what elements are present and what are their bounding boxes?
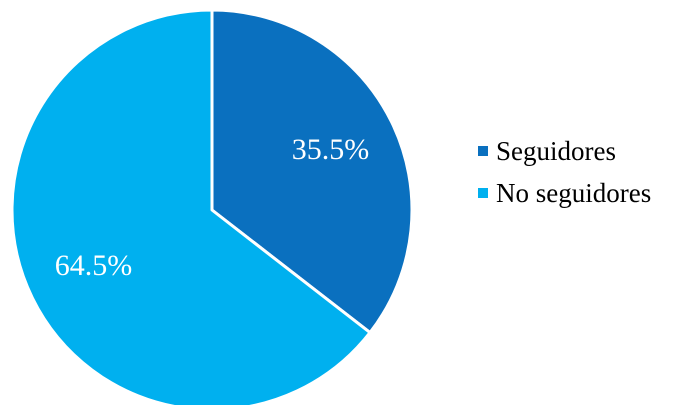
legend-swatch-seguidores <box>478 146 488 156</box>
pie-slices <box>10 8 414 405</box>
slice-label-no-seguidores: 64.5% <box>55 249 133 282</box>
legend-item-no-seguidores: No seguidores <box>478 178 651 208</box>
legend-swatch-no-seguidores <box>478 188 488 198</box>
legend: Seguidores No seguidores <box>478 136 651 220</box>
legend-label-no-seguidores: No seguidores <box>496 178 652 208</box>
pie-slice-no-seguidores <box>10 8 372 405</box>
slice-labels: 35.5% 64.5% <box>55 133 370 282</box>
legend-item-seguidores: Seguidores <box>478 136 651 166</box>
slice-label-seguidores: 35.5% <box>292 133 370 166</box>
legend-label-seguidores: Seguidores <box>496 136 616 166</box>
pie-slice-seguidores <box>210 8 414 335</box>
